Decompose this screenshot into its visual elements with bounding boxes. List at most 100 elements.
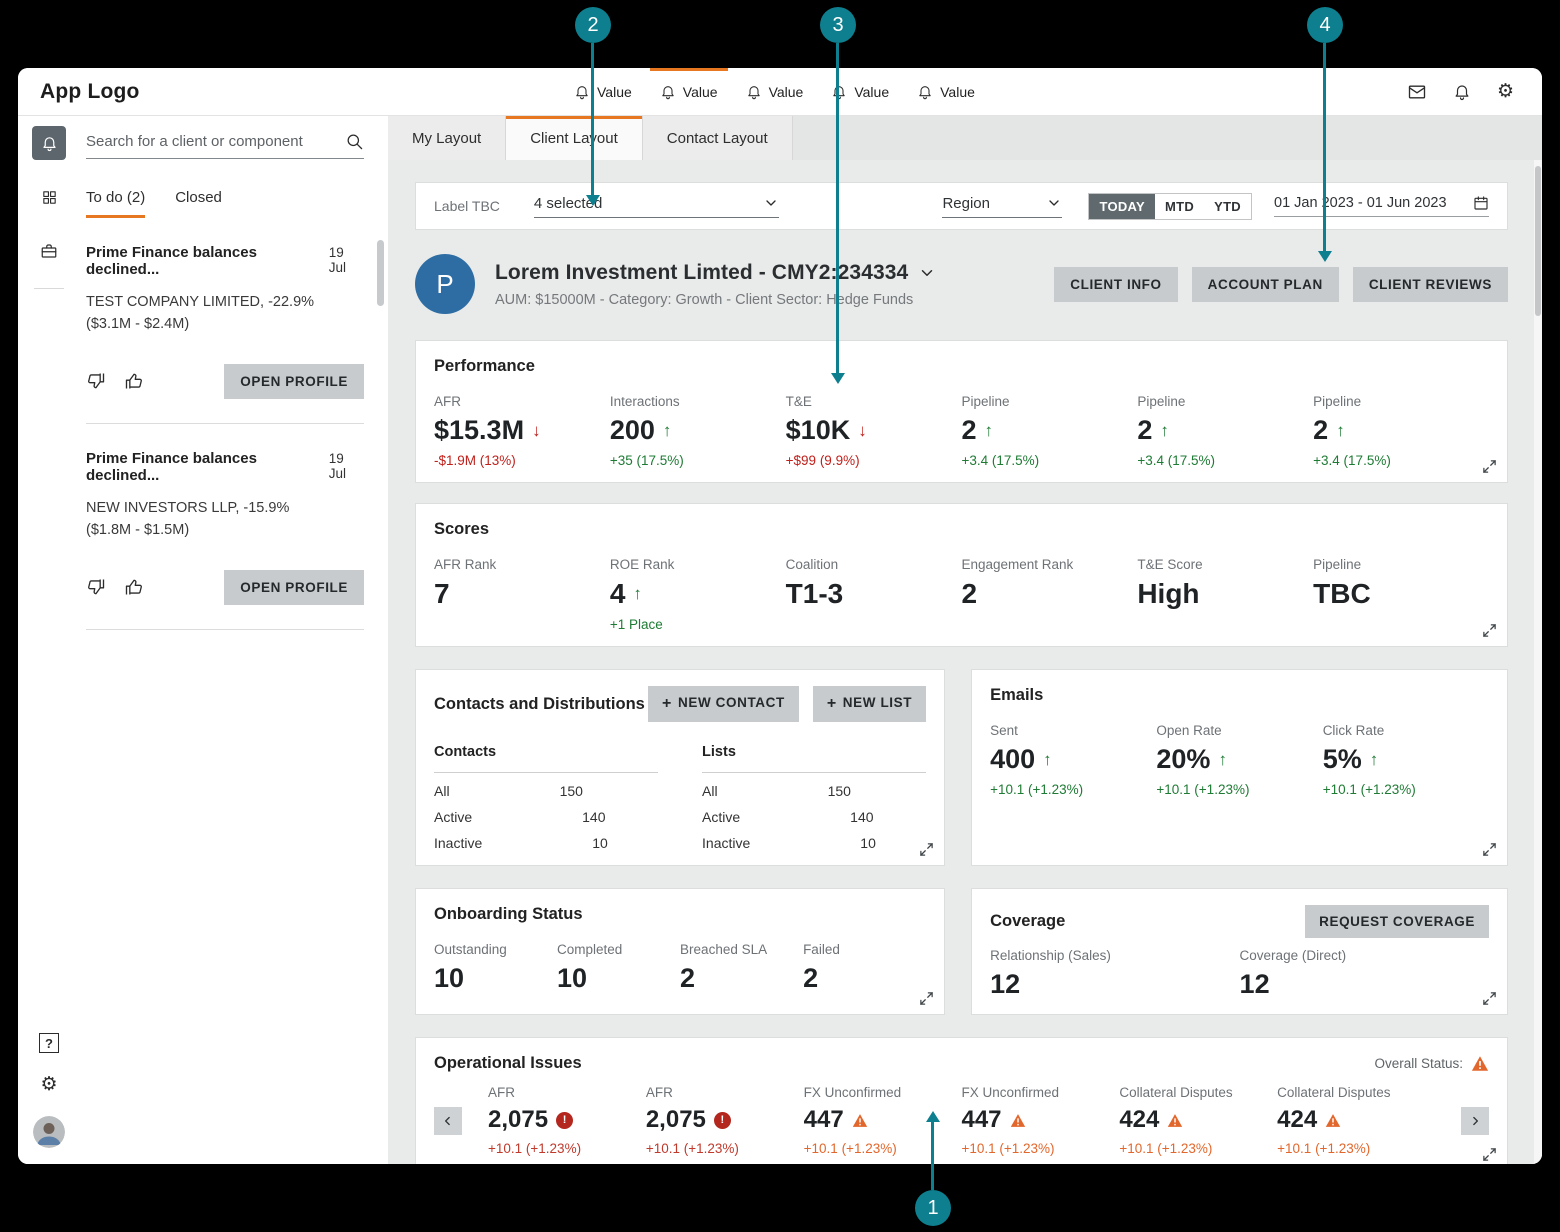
rail-portfolio-button[interactable] bbox=[32, 234, 66, 268]
bell-icon[interactable] bbox=[1453, 83, 1471, 101]
client-title: Lorem Investment Limted - CMY2:234334 bbox=[495, 260, 909, 284]
table-row: All 150 bbox=[702, 783, 851, 799]
mail-icon[interactable] bbox=[1407, 82, 1427, 102]
account-plan-button[interactable]: ACCOUNT PLAN bbox=[1191, 266, 1339, 302]
metric-outstanding: Outstanding 10 bbox=[434, 942, 507, 993]
client-info-button[interactable]: CLIENT INFO bbox=[1054, 266, 1178, 302]
metric-failed: Failed 2 bbox=[803, 942, 840, 993]
callout-line-3 bbox=[836, 43, 839, 373]
trend-up-arrow: ↑ bbox=[984, 420, 994, 440]
trend-up-arrow: ↑ bbox=[1043, 749, 1052, 769]
expand-icon[interactable] bbox=[1482, 1147, 1497, 1162]
scroll-right-button[interactable] bbox=[1461, 1106, 1489, 1135]
callout-badge-3: 3 bbox=[820, 7, 856, 43]
callout-badge-1: 1 bbox=[915, 1190, 951, 1226]
tab-closed[interactable]: Closed bbox=[175, 189, 222, 206]
bell-icon bbox=[833, 85, 846, 99]
tab-contact-layout[interactable]: Contact Layout bbox=[642, 116, 793, 160]
client-header: P Lorem Investment Limted - CMY2:234334 … bbox=[415, 254, 1508, 314]
sidebar-tabs: To do (2) Closed bbox=[86, 189, 364, 218]
nav-item-label: Value bbox=[940, 83, 975, 100]
request-coverage-button[interactable]: REQUEST COVERAGE bbox=[1305, 905, 1489, 938]
warning-triangle-icon bbox=[852, 1113, 867, 1127]
expand-icon[interactable] bbox=[1482, 459, 1497, 474]
metric-pipeline: Pipeline 2 ↑ +3.4 (17.5%) bbox=[961, 394, 1040, 468]
top-nav: Value Value Value Value Value bbox=[570, 68, 979, 115]
segment-today[interactable]: TODAY bbox=[1089, 193, 1156, 219]
client-title-dropdown[interactable]: Lorem Investment Limted - CMY2:234334 bbox=[495, 261, 936, 285]
expand-icon[interactable] bbox=[1482, 842, 1497, 857]
table-row: Inactive 10 bbox=[434, 835, 608, 851]
metric-pipeline: Pipeline 2 ↑ +3.4 (17.5%) bbox=[1137, 394, 1215, 468]
table-row: Active 140 bbox=[702, 809, 874, 825]
thumbs-down-icon[interactable] bbox=[86, 371, 106, 391]
onboarding-card: Onboarding Status Outstanding 10 Complet… bbox=[415, 888, 946, 1015]
rail-notifications-button[interactable] bbox=[32, 126, 66, 160]
app-window: App Logo Value Value Value Value Value bbox=[18, 68, 1542, 1164]
selected-dropdown[interactable]: 4 selected bbox=[533, 194, 779, 218]
callout-line-2 bbox=[591, 43, 594, 195]
warning-triangle-icon bbox=[1471, 1056, 1489, 1071]
user-avatar[interactable] bbox=[33, 1116, 65, 1148]
sidebar-rail: ? ⚙ bbox=[18, 116, 80, 1164]
metric-te-score: T&E Score High bbox=[1137, 557, 1203, 609]
chevron-right-icon bbox=[1473, 1116, 1478, 1125]
settings-gear-icon[interactable]: ⚙ bbox=[40, 1073, 58, 1095]
open-profile-button[interactable]: OPEN PROFILE bbox=[224, 363, 364, 399]
tab-my-layout[interactable]: My Layout bbox=[388, 116, 507, 160]
bell-icon bbox=[662, 85, 674, 99]
thumbs-up-icon[interactable] bbox=[124, 577, 144, 597]
open-profile-button[interactable]: OPEN PROFILE bbox=[224, 569, 364, 605]
search-input[interactable] bbox=[86, 133, 345, 150]
lists-table: Lists All 150 Active 140 Inactive 10 bbox=[702, 744, 927, 851]
main-scrollbar[interactable] bbox=[1534, 160, 1542, 1164]
trend-up-arrow: ↑ bbox=[633, 584, 642, 603]
region-dropdown[interactable]: Region bbox=[942, 195, 1063, 218]
segment-mtd[interactable]: MTD bbox=[1165, 198, 1195, 214]
sidebar-scrollbar[interactable] bbox=[377, 240, 384, 306]
metric-te: T&E $10K ↓ +$99 (9.9%) bbox=[785, 394, 867, 468]
nav-item-3[interactable]: Value bbox=[742, 68, 808, 115]
metric-collateral-disputes: Collateral Disputes 424 +10.1 (+1.23%) bbox=[1277, 1085, 1391, 1156]
tab-todo[interactable]: To do (2) bbox=[86, 189, 146, 218]
client-reviews-button[interactable]: CLIENT REVIEWS bbox=[1352, 266, 1508, 302]
rail-divider bbox=[34, 288, 64, 289]
selected-dropdown-value: 4 selected bbox=[533, 194, 603, 212]
briefcase-icon bbox=[41, 244, 57, 258]
nav-item-2-active[interactable]: Value bbox=[649, 68, 728, 115]
nav-item-label: Value bbox=[854, 83, 890, 100]
expand-icon[interactable] bbox=[1482, 623, 1497, 638]
metric-relationship-sales: Relationship (Sales) 12 bbox=[990, 948, 1111, 999]
thumbs-down-icon[interactable] bbox=[86, 577, 106, 597]
callout-arrow-3 bbox=[831, 373, 845, 384]
nav-item-5[interactable]: Value bbox=[913, 68, 979, 115]
rail-dashboard-button[interactable] bbox=[32, 180, 66, 214]
trend-up-arrow: ↑ bbox=[662, 420, 672, 440]
trend-up-arrow: ↑ bbox=[1369, 749, 1379, 769]
help-icon[interactable]: ? bbox=[39, 1033, 59, 1053]
thumbs-up-icon[interactable] bbox=[124, 371, 144, 391]
tab-client-layout[interactable]: Client Layout bbox=[506, 116, 643, 160]
date-range-picker[interactable]: 01 Jan 2023 - 01 Jun 2023 bbox=[1274, 195, 1489, 217]
segment-ytd[interactable]: YTD bbox=[1214, 198, 1241, 214]
scroll-left-button[interactable] bbox=[434, 1106, 462, 1135]
search-icon[interactable] bbox=[345, 132, 364, 151]
gear-icon[interactable]: ⚙ bbox=[1496, 80, 1514, 102]
nav-item-1[interactable]: Value bbox=[570, 68, 636, 115]
callout-line-1 bbox=[931, 1122, 934, 1190]
expand-icon[interactable] bbox=[919, 991, 934, 1006]
metric-sent: Sent 400 ↑ +10.1 (+1.23%) bbox=[990, 723, 1084, 797]
period-segmented-control: TODAY MTD YTD bbox=[1088, 192, 1252, 220]
table-row: Inactive 10 bbox=[702, 835, 876, 851]
new-list-button[interactable]: + NEW LIST bbox=[812, 686, 927, 722]
callout-line-4 bbox=[1323, 43, 1326, 251]
calendar-icon bbox=[1474, 196, 1488, 210]
metric-breached-sla: Breached SLA 2 bbox=[680, 942, 768, 993]
chevron-down-icon bbox=[766, 200, 776, 206]
expand-icon[interactable] bbox=[919, 842, 934, 857]
metric-afr: AFR $15.3M ↓ -$1.9M (13%) bbox=[434, 394, 541, 468]
expand-icon[interactable] bbox=[1482, 991, 1497, 1006]
new-contact-button[interactable]: + NEW CONTACT bbox=[648, 686, 799, 722]
chevron-left-icon bbox=[445, 1116, 450, 1125]
overall-status-label: Overall Status: bbox=[1374, 1056, 1463, 1071]
